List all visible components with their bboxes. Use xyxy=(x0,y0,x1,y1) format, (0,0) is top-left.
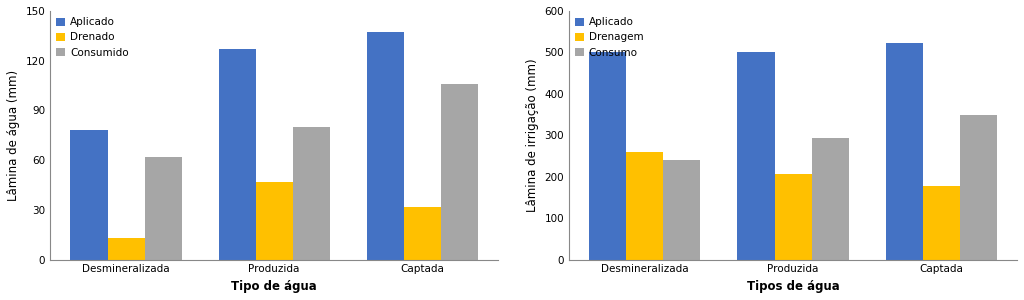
Legend: Aplicado, Drenagem, Consumo: Aplicado, Drenagem, Consumo xyxy=(572,14,646,61)
Bar xyxy=(367,32,403,260)
X-axis label: Tipo de água: Tipo de água xyxy=(231,280,317,293)
Bar xyxy=(218,49,256,260)
Bar xyxy=(959,116,996,260)
Bar xyxy=(108,238,144,260)
X-axis label: Tipos de água: Tipos de água xyxy=(746,280,840,293)
Y-axis label: Lâmina de água (mm): Lâmina de água (mm) xyxy=(7,70,19,201)
Legend: Aplicado, Drenado, Consumido: Aplicado, Drenado, Consumido xyxy=(53,14,132,61)
Bar xyxy=(403,207,440,260)
Bar xyxy=(774,174,812,260)
Bar xyxy=(737,52,774,260)
Bar xyxy=(440,84,478,260)
Bar xyxy=(590,52,627,260)
Bar xyxy=(71,130,108,260)
Y-axis label: Lâmina de irrigação (mm): Lâmina de irrigação (mm) xyxy=(526,58,539,212)
Bar xyxy=(923,186,959,260)
Bar xyxy=(293,127,330,260)
Bar xyxy=(886,43,923,260)
Bar xyxy=(144,157,181,260)
Bar xyxy=(256,182,293,260)
Bar xyxy=(812,138,849,260)
Bar xyxy=(627,152,664,260)
Bar xyxy=(664,160,700,260)
